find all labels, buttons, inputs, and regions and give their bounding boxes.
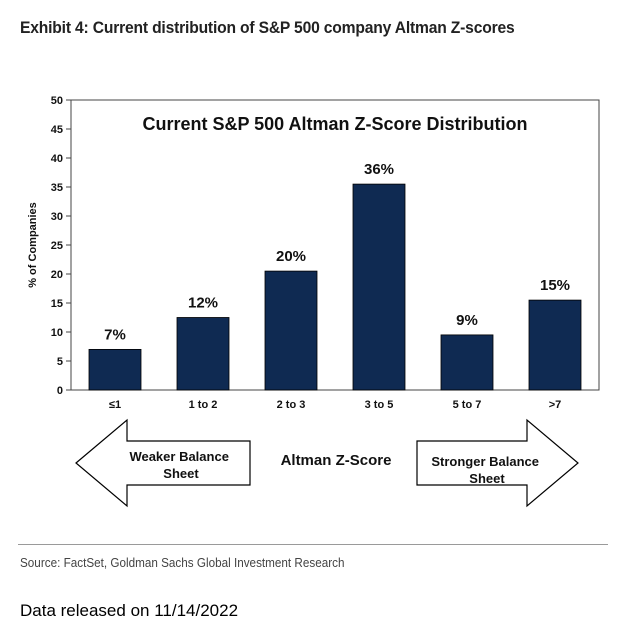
x-axis: ≤1 1 to 2 2 to 3 3 to 5 5 to 7 >7: [109, 399, 561, 411]
left-arrow-shape: [75, 418, 251, 508]
bar: [528, 299, 582, 391]
y-tick-label: 5: [57, 356, 63, 368]
y-tick-label: 30: [51, 211, 63, 223]
x-tick-label: >7: [549, 399, 562, 411]
y-tick-label: 35: [51, 182, 63, 194]
right-arrow-shape: [416, 418, 579, 508]
y-tick-label: 20: [51, 269, 63, 281]
y-tick-label: 50: [51, 95, 63, 107]
bar-data-label: 20%: [276, 248, 306, 265]
bar: [264, 270, 318, 391]
x-axis-label: Altman Z-Score: [281, 452, 392, 469]
y-tick-label: 10: [51, 327, 63, 339]
bar-data-label: 36%: [364, 161, 394, 178]
bar: [352, 183, 406, 391]
x-tick-label: 1 to 2: [189, 399, 218, 411]
bar-data-label: 15%: [540, 277, 570, 294]
y-axis-label: % of Companies: [27, 202, 39, 288]
source-note: Source: FactSet, Goldman Sachs Global In…: [20, 555, 345, 570]
y-tick-label: 45: [51, 124, 63, 136]
bar: [88, 348, 142, 391]
y-tick-label: 15: [51, 298, 63, 310]
y-tick-label: 0: [57, 385, 63, 397]
x-tick-label: ≤1: [109, 399, 121, 411]
weaker-label: Weaker Balance Sheet: [129, 449, 232, 481]
y-axis: 0 5 10 15 20 25 30 35 40 45 50: [51, 95, 71, 397]
plot-frame: [70, 99, 600, 391]
chart-title: Current S&P 500 Altman Z-Score Distribut…: [142, 114, 527, 134]
stronger-arrow: Stronger Balance Sheet: [416, 418, 579, 508]
bar-data-label: 12%: [188, 295, 218, 312]
bar-data-label: 9%: [456, 312, 478, 329]
exhibit-title: Exhibit 4: Current distribution of S&P 5…: [20, 18, 515, 37]
source-divider: [18, 544, 608, 545]
release-note: Data released on 11/14/2022: [20, 601, 239, 620]
x-tick-label: 3 to 5: [365, 399, 394, 411]
stronger-label: Stronger Balance Sheet: [431, 454, 542, 486]
bar-data-label: 7%: [104, 326, 126, 343]
x-tick-label: 5 to 7: [453, 399, 482, 411]
x-tick-label: 2 to 3: [277, 399, 306, 411]
y-tick-label: 40: [51, 153, 63, 165]
bar: [440, 334, 494, 391]
y-tick-label: 25: [51, 240, 63, 252]
weaker-arrow: Weaker Balance Sheet: [75, 418, 251, 508]
bar: [176, 317, 230, 391]
bars: 7% 12% 20% 36% 9% 15%: [88, 161, 582, 391]
